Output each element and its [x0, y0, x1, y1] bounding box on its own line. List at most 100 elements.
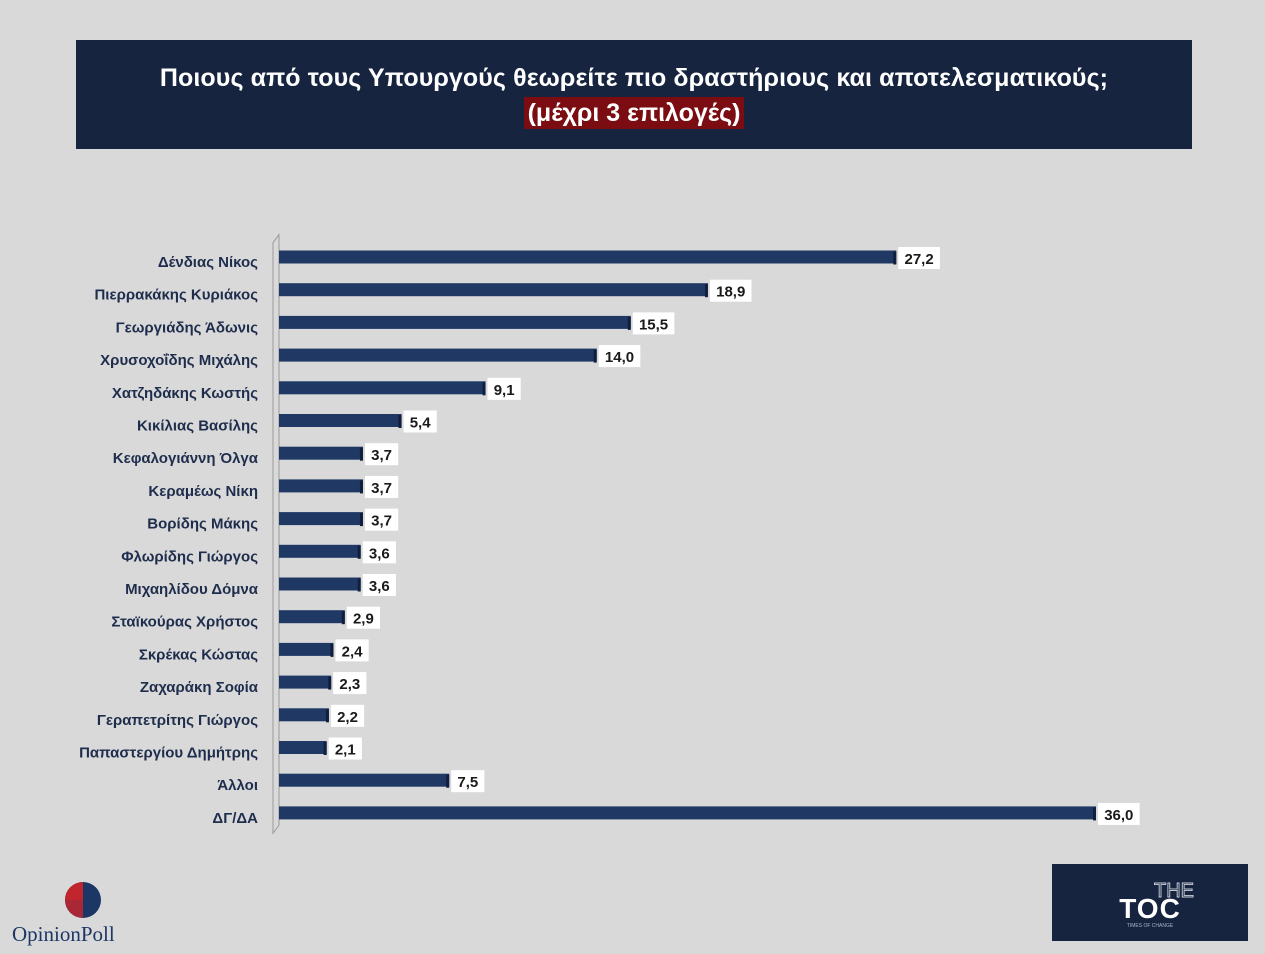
bar	[279, 577, 361, 591]
the-toc-top-text: THE	[1154, 880, 1194, 902]
bar-end	[359, 480, 363, 494]
category-label: Πιερρακάκης Κυριάκος	[94, 287, 258, 304]
category-label: Δένδιας Νίκος	[158, 254, 258, 271]
data-label: 3,6	[369, 545, 390, 562]
data-label: 3,7	[371, 513, 392, 530]
category-label: Σκρέκας Κώστας	[139, 646, 258, 663]
bar	[279, 773, 450, 787]
category-label: Φλωρίδης Γιώργος	[121, 548, 258, 565]
data-label: 2,9	[353, 611, 374, 628]
data-label: 7,5	[457, 774, 478, 791]
bar-end	[398, 415, 402, 428]
opinion-poll-word1: Opinion	[12, 922, 81, 946]
data-label-box	[898, 247, 940, 269]
bar-end	[357, 545, 361, 559]
data-label-box	[364, 443, 399, 466]
chart-subtitle: (μέχρι 3 επιλογές)	[523, 97, 745, 129]
bar	[279, 512, 363, 526]
data-label: 2,1	[335, 742, 356, 759]
category-label: Άλλοι	[217, 777, 258, 794]
bar	[279, 708, 329, 722]
category-label: Κεραμέως Νίκη	[148, 483, 258, 500]
category-label: ΔΓ/ΔΑ	[212, 810, 258, 827]
data-label: 36,0	[1104, 807, 1133, 824]
bar	[279, 610, 345, 624]
category-label: Χατζηδάκης Κωστής	[112, 385, 258, 402]
bar-end	[328, 676, 332, 690]
data-label-box	[487, 377, 521, 400]
bar	[279, 381, 486, 395]
bar	[279, 806, 1096, 820]
category-label: Γεραπετρίτης Γιώργος	[97, 712, 258, 729]
opinion-poll-emblem-icon	[65, 882, 101, 918]
bar-end	[627, 316, 631, 330]
bar-end	[359, 447, 363, 461]
data-label: 18,9	[716, 284, 745, 301]
category-label: Γεωργιάδης Άδωνις	[116, 319, 259, 336]
data-label-box	[451, 770, 485, 793]
bar-end	[330, 643, 334, 657]
data-label: 15,5	[639, 316, 668, 333]
bar	[279, 642, 334, 656]
bar-end	[704, 284, 708, 298]
opinion-poll-logo: OpinionPoll	[12, 880, 137, 946]
bar-end	[359, 513, 363, 527]
data-label-box	[346, 606, 381, 629]
the-toc-main-text: TOC	[1119, 893, 1181, 924]
bar-end	[341, 611, 345, 625]
bar	[279, 283, 708, 297]
category-label: Κεφαλογιάννη Όλγα	[113, 450, 259, 467]
category-label: Βορίδης Μάκης	[147, 516, 258, 533]
bar-end	[357, 578, 361, 592]
data-label-box	[362, 541, 396, 564]
data-label-box	[364, 475, 399, 498]
data-label: 2,2	[337, 709, 358, 726]
data-label-box	[335, 639, 369, 662]
category-label: Μιχαηλίδου Δόμνα	[125, 581, 259, 598]
data-label: 9,1	[494, 382, 515, 399]
data-label: 3,7	[371, 480, 392, 497]
data-label-box	[1098, 802, 1140, 825]
bar	[279, 250, 897, 264]
category-label: Παπαστεργίου Δημήτρης	[79, 745, 258, 762]
data-label: 3,6	[369, 578, 390, 595]
data-label-box	[328, 737, 362, 760]
bar-end	[482, 382, 486, 396]
chart-title: Ποιους από τους Υπουργούς θεωρείτε πιο δ…	[159, 64, 1109, 92]
bar	[279, 741, 327, 754]
data-label: 2,3	[339, 676, 360, 693]
opinion-poll-word2: Poll	[80, 922, 115, 946]
the-toc-wordmark: THE TOC TIMES OF CHANGE	[1119, 880, 1194, 929]
data-label-box	[632, 312, 675, 335]
category-label: Σταϊκούρας Χρήστος	[111, 614, 258, 631]
bar-end	[893, 251, 897, 265]
category-label: Χρυσοχοΐδης Μιχάλης	[100, 352, 258, 369]
data-label-box	[364, 508, 399, 531]
data-label-box	[333, 672, 367, 695]
bar	[279, 315, 631, 329]
bar-end	[325, 709, 329, 723]
the-toc-tagline: TIMES OF CHANGE	[1127, 923, 1174, 929]
bar	[279, 675, 332, 689]
data-label-box	[362, 574, 396, 596]
bar-end	[446, 774, 450, 788]
chart-header: Ποιους από τους Υπουργούς θεωρείτε πιο δ…	[76, 40, 1192, 149]
opinion-poll-wordmark: OpinionPoll	[12, 922, 115, 947]
data-label-box	[330, 704, 365, 727]
data-label: 5,4	[410, 415, 432, 432]
category-label: Κικίλιας Βασίλης	[137, 418, 258, 435]
bar	[279, 348, 597, 362]
data-label: 27,2	[904, 251, 933, 268]
bar-end	[323, 742, 327, 755]
bar	[279, 544, 361, 558]
the-toc-logo: THE TOC TIMES OF CHANGE	[1052, 864, 1248, 941]
data-label-box	[403, 410, 437, 433]
data-label: 2,4	[342, 643, 364, 660]
data-label-box	[709, 279, 752, 302]
bar-end	[593, 349, 597, 363]
category-label: Ζαχαράκη Σοφία	[140, 679, 259, 696]
value-axis-wall	[272, 233, 280, 835]
data-label-box	[598, 345, 641, 368]
data-label: 14,0	[605, 349, 634, 366]
